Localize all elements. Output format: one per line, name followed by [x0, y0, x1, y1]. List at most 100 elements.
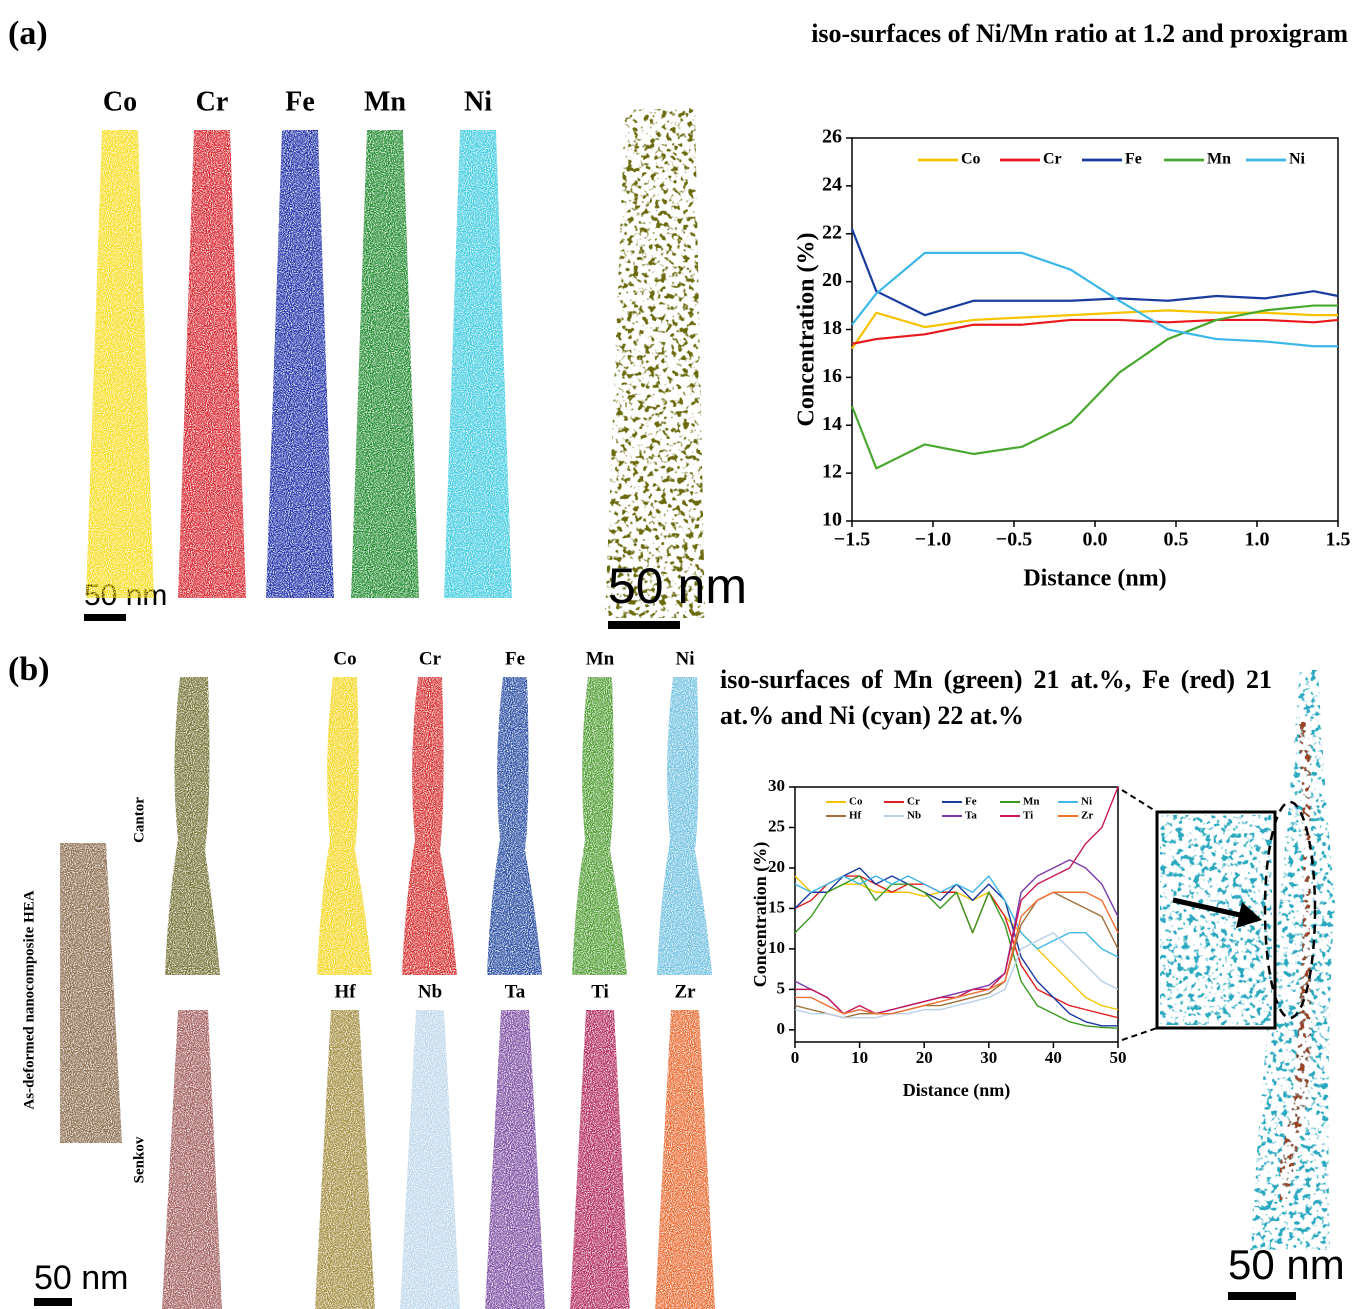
element-label: Co: [103, 86, 137, 117]
x-axis-label: Distance (nm): [1023, 566, 1166, 592]
element-label: Hf: [334, 981, 356, 1002]
x-tick-label: 50: [1110, 1048, 1127, 1067]
series-line: [851, 309, 1338, 350]
x-tick-label: 10: [851, 1048, 868, 1067]
scale-bar-label: 50 nm: [608, 558, 747, 614]
plot-frame: [851, 137, 1339, 522]
y-tick-label: 20: [768, 857, 785, 876]
x-tick-label: 1.5: [1326, 529, 1351, 551]
legend-label: Fe: [1125, 151, 1142, 168]
scale-bar: [1228, 1292, 1296, 1300]
scale-bar-label: 50 nm: [34, 1259, 129, 1297]
series-line: [794, 875, 1119, 1029]
element-map: [86, 130, 154, 598]
series-line: [794, 875, 1119, 1019]
legend-label: Cr: [1043, 151, 1062, 168]
legend-label: Fe: [965, 796, 977, 808]
legend-label: Zr: [1081, 810, 1093, 822]
iso-surface-image: [1273, 719, 1318, 1202]
x-tick-label: 0.0: [1083, 529, 1108, 551]
y-tick-label: 16: [822, 365, 842, 387]
series-line: [795, 891, 1119, 1015]
series-line: [851, 318, 1339, 345]
legend-label: Nb: [907, 810, 921, 822]
cantor-image: [165, 677, 220, 975]
element-label: Co: [333, 648, 356, 669]
y-tick-label: 22: [822, 221, 842, 243]
legend-label: Ti: [1023, 810, 1033, 822]
legend-label: Co: [961, 151, 981, 168]
element-label: Mn: [586, 648, 615, 669]
row-label: Cantor: [131, 797, 147, 843]
iso-surface-image: [605, 108, 705, 618]
y-axis-label: Concentration (%): [750, 842, 771, 987]
x-tick-label: 20: [916, 1048, 933, 1067]
arrow-head: [1236, 902, 1262, 928]
element-map: [570, 1010, 630, 1309]
x-tick-label: 0.5: [1164, 529, 1189, 551]
x-tick-label: −0.5: [996, 529, 1032, 551]
element-label: Mn: [364, 86, 406, 117]
series-line: [794, 875, 1119, 1011]
series-line: [794, 932, 1119, 1019]
legend-label: Hf: [849, 810, 862, 822]
scale-bar: [34, 1298, 72, 1306]
legend-label: Mn: [1023, 796, 1040, 808]
x-tick-label: 1.0: [1245, 529, 1270, 551]
chart-title: iso-surfaces of Ni/Mn ratio at 1.2 and p…: [811, 19, 1348, 48]
series-line: [851, 251, 1338, 348]
plot-frame: [794, 786, 1119, 1043]
zoom-line: [1121, 1027, 1158, 1041]
scale-bar: [608, 621, 680, 629]
y-axis-label: Concentration (%): [794, 233, 820, 427]
y-tick-label: 20: [822, 269, 842, 291]
element-label: Fe: [285, 86, 315, 117]
y-tick-label: 15: [768, 897, 785, 916]
element-map: [572, 677, 627, 975]
element-label: Ni: [464, 86, 492, 117]
legend-label: Ni: [1081, 796, 1092, 808]
element-map: [402, 677, 457, 975]
scale-bar: [84, 614, 126, 621]
series-line: [850, 304, 1338, 470]
element-map: [487, 677, 542, 975]
arrow: [1172, 897, 1241, 918]
element-label: Nb: [418, 981, 442, 1002]
element-label: Zr: [674, 981, 696, 1002]
element-label: Fe: [505, 648, 525, 669]
element-map: [485, 1010, 545, 1309]
element-label: Ta: [505, 981, 526, 1002]
element-map: [400, 1010, 460, 1309]
element-map: [657, 677, 712, 975]
senkov-image: [162, 1010, 222, 1309]
y-tick-label: 14: [822, 413, 842, 435]
chart-title: iso-surfaces of Mn (green) 21 at.%, Fe (…: [720, 665, 1272, 730]
series-line: [794, 875, 1119, 958]
x-tick-label: −1.0: [915, 529, 951, 551]
y-tick-label: 18: [822, 317, 842, 339]
y-tick-label: 25: [768, 816, 785, 835]
y-tick-label: 12: [822, 461, 842, 483]
x-tick-label: −1.5: [834, 529, 870, 551]
zoom-line: [1121, 789, 1158, 813]
zoom-region: [1263, 800, 1317, 1020]
series-line: [850, 228, 1339, 317]
element-label: Ni: [676, 648, 695, 669]
x-tick-label: 30: [980, 1048, 997, 1067]
x-tick-label: 40: [1045, 1048, 1062, 1067]
scale-bar-label: 50 nm: [1228, 1241, 1345, 1288]
y-tick-label: 26: [822, 126, 842, 148]
legend-label: Cr: [907, 796, 920, 808]
legend-label: Co: [849, 796, 863, 808]
legend-label: Mn: [1207, 151, 1231, 168]
x-tick-label: 0: [791, 1048, 800, 1067]
element-label: Cr: [196, 86, 229, 117]
y-tick-label: 24: [822, 173, 842, 195]
y-tick-label: 10: [768, 938, 785, 957]
x-axis-label: Distance (nm): [903, 1080, 1010, 1101]
y-tick-label: 30: [768, 776, 785, 795]
element-label: Cr: [419, 648, 442, 669]
legend-label: Ta: [965, 810, 977, 822]
